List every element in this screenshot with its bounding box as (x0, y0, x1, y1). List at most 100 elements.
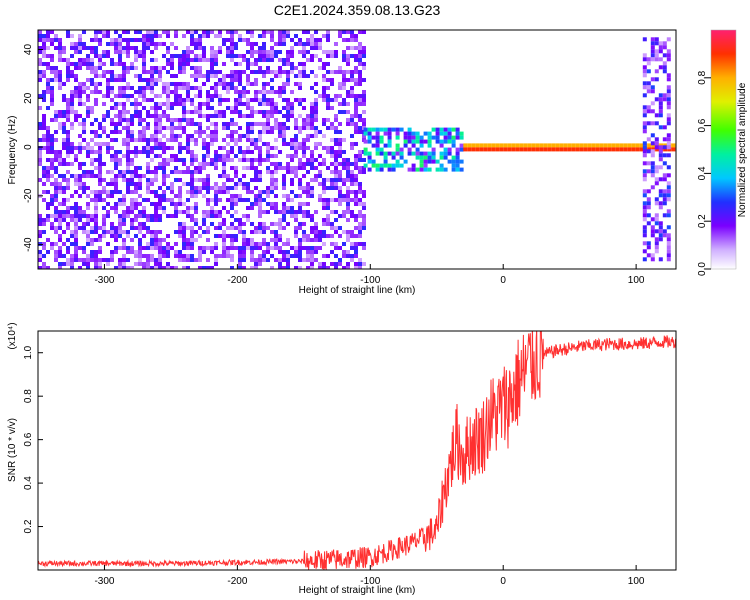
heatmap-cell (302, 210, 306, 214)
heatmap-cell (662, 193, 667, 198)
heatmap-cell (86, 202, 90, 206)
heatmap-cell (658, 237, 663, 242)
heatmap-cell (635, 143, 640, 148)
heatmap-cell (666, 213, 671, 218)
heatmap-cell (162, 246, 166, 250)
heatmap-cell (230, 82, 234, 86)
heatmap-cell (326, 146, 330, 150)
heatmap-cell (230, 226, 234, 230)
heatmap-cell (170, 122, 174, 126)
heatmap-cell (166, 126, 170, 130)
heatmap-cell (294, 218, 298, 222)
y-tick-label: 40 (23, 44, 34, 56)
heatmap-cell (198, 90, 202, 94)
heatmap-cell (455, 131, 460, 136)
heatmap-cell (214, 58, 218, 62)
heatmap-cell (130, 218, 134, 222)
heatmap-cell (158, 262, 162, 266)
heatmap-cell (194, 178, 198, 182)
heatmap-cell (86, 194, 90, 198)
heatmap-cell (435, 139, 440, 144)
heatmap-cell (346, 162, 350, 166)
heatmap-cell (162, 210, 166, 214)
heatmap-cell (198, 34, 202, 38)
heatmap-cell (330, 226, 334, 230)
heatmap-cell (346, 254, 350, 258)
heatmap-cell (334, 182, 338, 186)
heatmap-cell (42, 218, 46, 222)
heatmap-cell (130, 86, 134, 90)
heatmap-cell (38, 78, 42, 82)
heatmap-cell (286, 102, 290, 106)
heatmap-cell (138, 90, 142, 94)
heatmap-cell (270, 106, 274, 110)
heatmap-cell (266, 30, 270, 34)
heatmap-cell (603, 147, 608, 152)
heatmap-cell (314, 230, 318, 234)
heatmap-cell (178, 226, 182, 230)
heatmap-cell (94, 82, 98, 86)
heatmap-cell (302, 46, 306, 50)
heatmap-cell (70, 218, 74, 222)
heatmap-cell (663, 147, 668, 152)
heatmap-cell (334, 170, 338, 174)
heatmap-cell (363, 147, 368, 152)
heatmap-cell (186, 134, 190, 138)
heatmap-cell (334, 262, 338, 266)
heatmap-cell (46, 78, 50, 82)
heatmap-cell (318, 174, 322, 178)
heatmap-cell (375, 147, 380, 152)
heatmap-cell (662, 93, 667, 98)
heatmap-cell (371, 163, 376, 168)
heatmap-cell (222, 182, 226, 186)
heatmap-cell (122, 258, 126, 262)
heatmap-cell (142, 86, 146, 90)
heatmap-cell (599, 147, 604, 152)
heatmap-cell (511, 143, 516, 148)
heatmap-cell (158, 166, 162, 170)
heatmap-cell (42, 246, 46, 250)
heatmap-cell (162, 170, 166, 174)
heatmap-cell (290, 66, 294, 70)
heatmap-cell (238, 218, 242, 222)
heatmap-cell (222, 122, 226, 126)
heatmap-cell (70, 98, 74, 102)
heatmap-cell (42, 254, 46, 258)
heatmap-cell (666, 153, 671, 158)
heatmap-cell (346, 186, 350, 190)
heatmap-cell (118, 130, 122, 134)
x-tick-label: 100 (628, 576, 645, 587)
heatmap-cell (210, 30, 214, 34)
heatmap-cell (166, 266, 170, 269)
heatmap-cell (130, 102, 134, 106)
heatmap-cell (350, 146, 354, 150)
heatmap-cell (138, 86, 142, 90)
colorbar-gradient (711, 30, 736, 269)
heatmap-cell (122, 202, 126, 206)
heatmap-cell (66, 154, 70, 158)
heatmap-cell (334, 186, 338, 190)
heatmap-cell (146, 258, 150, 262)
heatmap-cell (94, 54, 98, 58)
heatmap-cell (286, 98, 290, 102)
heatmap-cell (162, 190, 166, 194)
heatmap-cell (326, 166, 330, 170)
heatmap-cell (642, 109, 647, 114)
heatmap-cell (666, 117, 671, 122)
heatmap-cell (642, 65, 647, 70)
heatmap-cell (274, 230, 278, 234)
heatmap-cell (50, 66, 54, 70)
heatmap-cell (262, 46, 266, 50)
heatmap-cell (214, 150, 218, 154)
heatmap-cell (114, 74, 118, 78)
heatmap-cell (242, 182, 246, 186)
heatmap-cell (98, 134, 102, 138)
heatmap-cell (270, 78, 274, 82)
heatmap-cell (82, 30, 86, 34)
heatmap-cell (154, 102, 158, 106)
heatmap-cell (575, 147, 580, 152)
heatmap-cell (42, 90, 46, 94)
y-tick-label: -40 (23, 237, 34, 252)
heatmap-cell (70, 122, 74, 126)
